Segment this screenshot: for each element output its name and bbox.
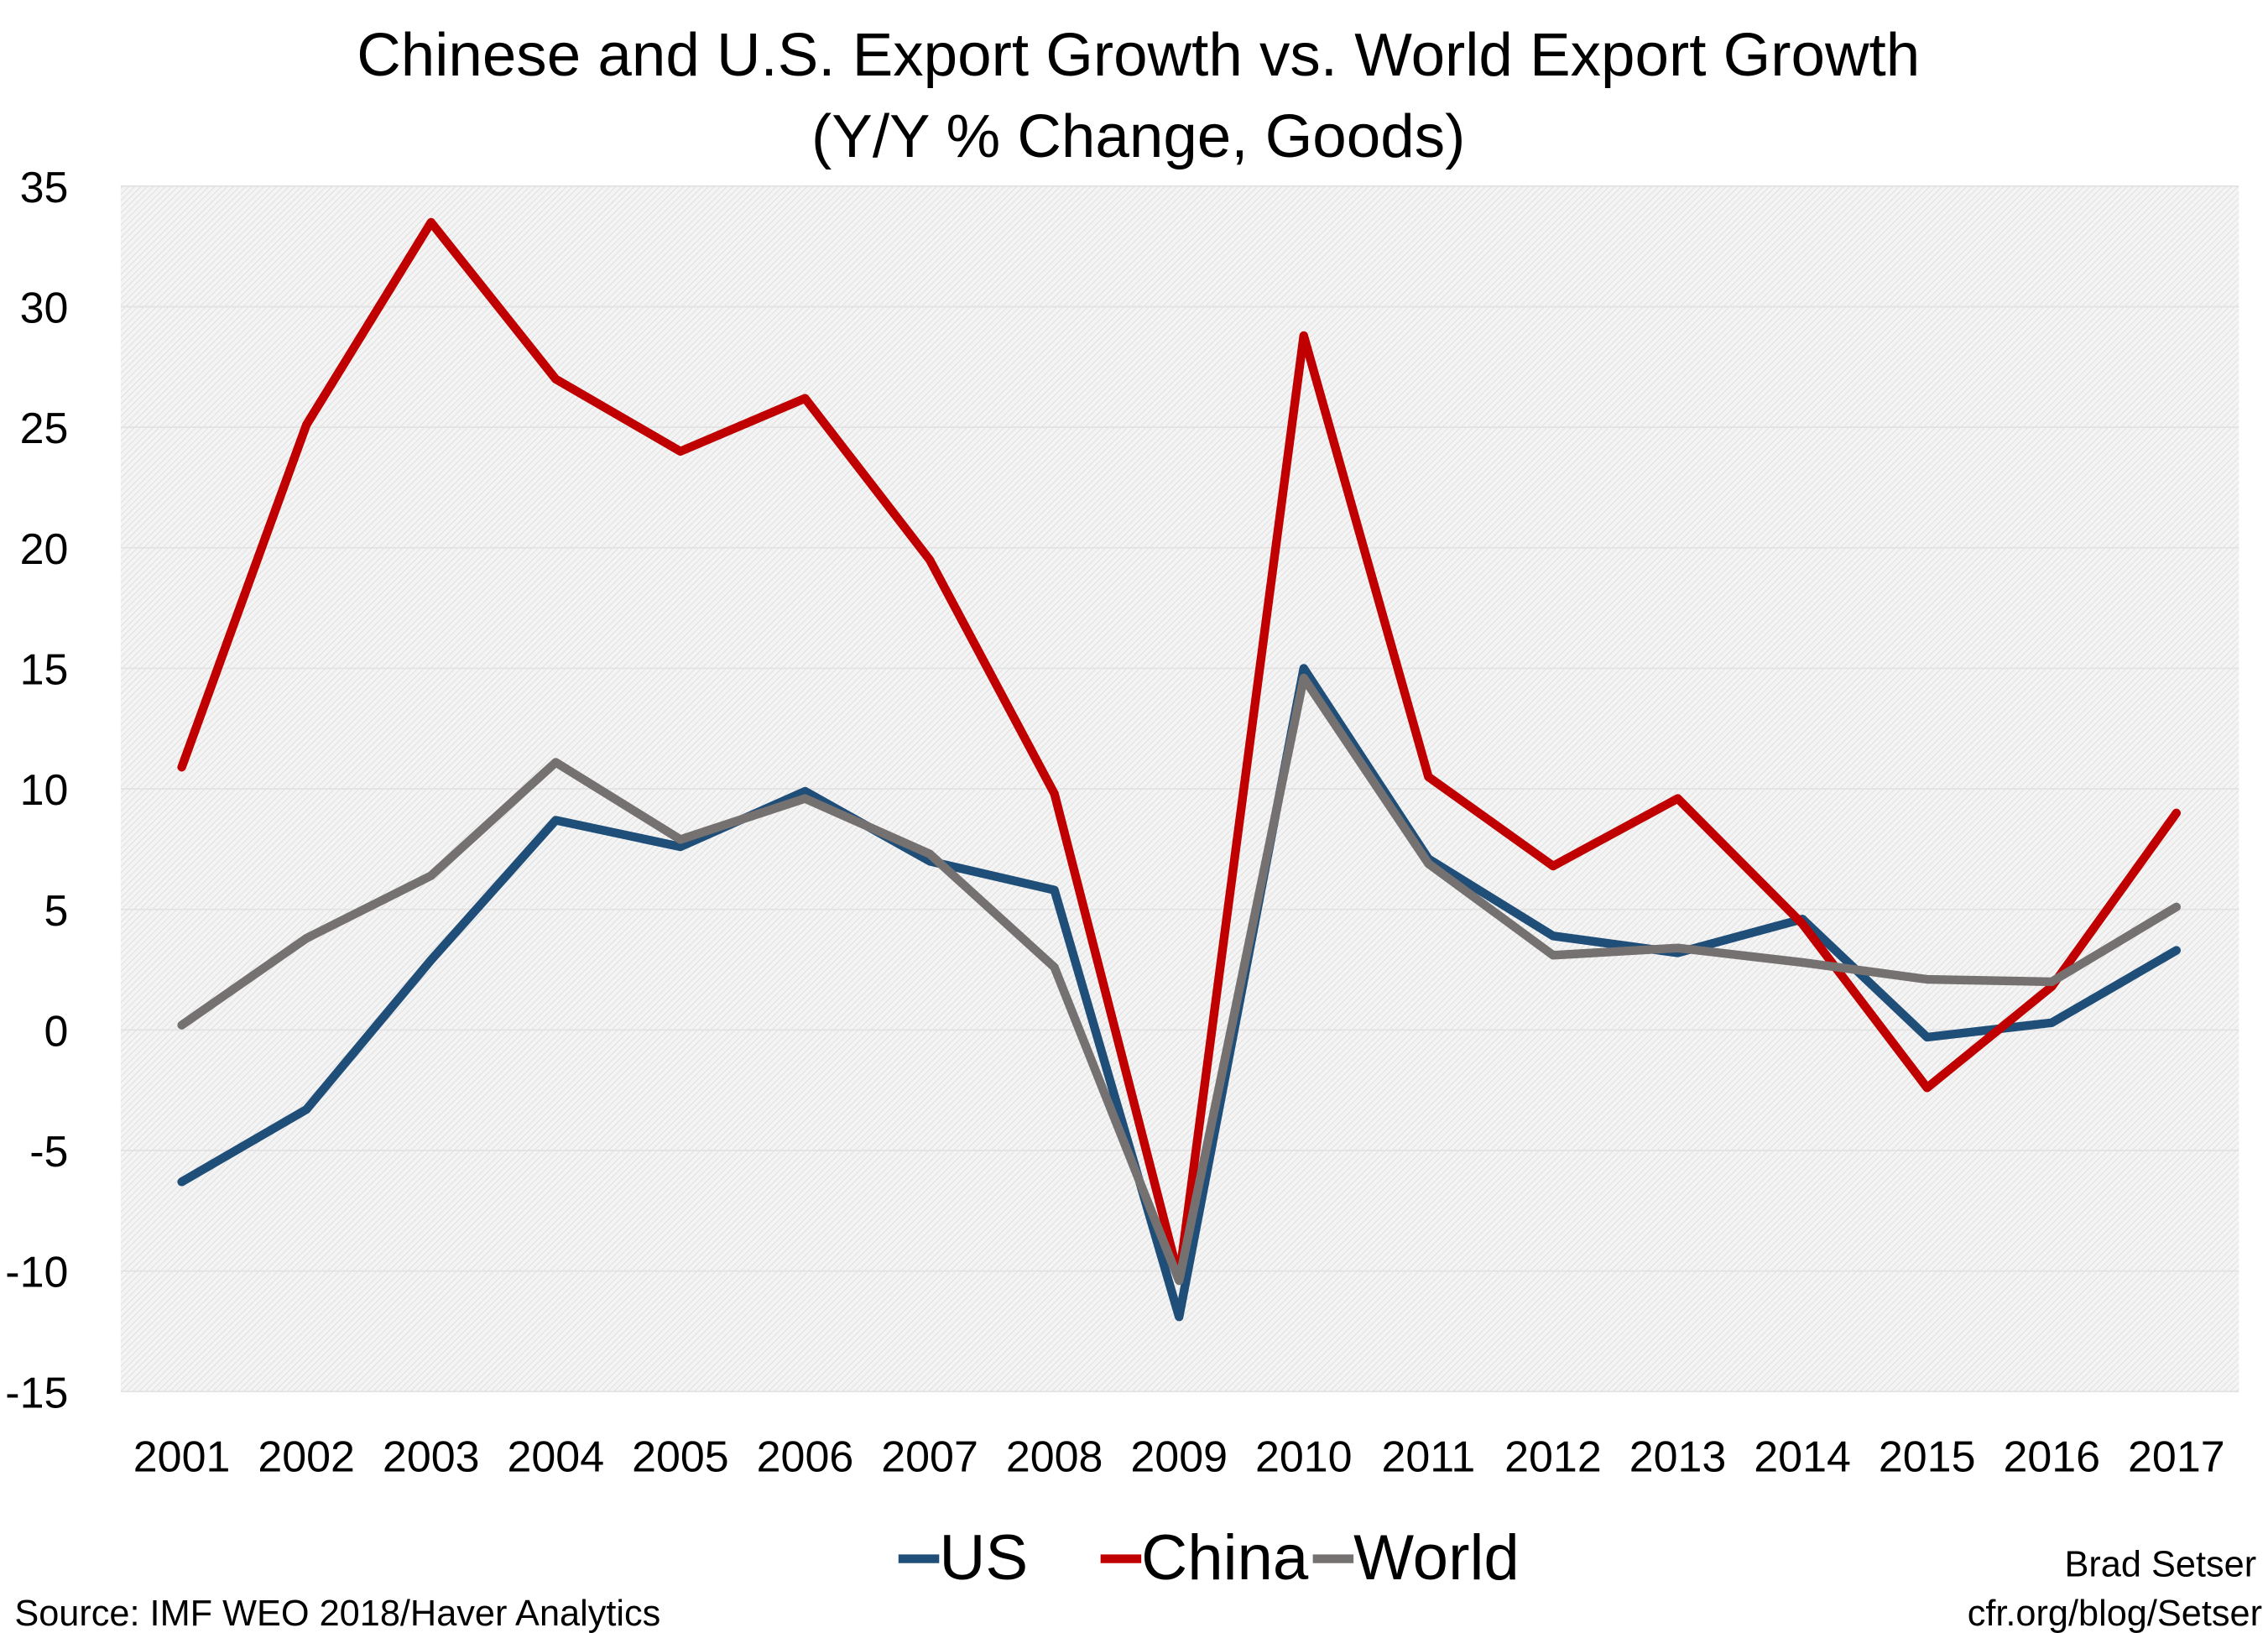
source-note: Source: IMF WEO 2018/Haver Analytics	[14, 1594, 660, 1633]
y-tick-label: 15	[20, 645, 69, 694]
author-name: Brad Setser	[2065, 1544, 2257, 1584]
x-tick-label: 2017	[2128, 1433, 2225, 1482]
series-world	[177, 673, 2182, 1286]
x-tick-label: 2003	[383, 1433, 480, 1482]
y-tick-label: 25	[20, 404, 69, 453]
legend-label: World	[1353, 1522, 1520, 1594]
legend-label: China	[1141, 1522, 1309, 1594]
y-tick-label: -5	[29, 1128, 68, 1176]
x-tick-label: 2001	[133, 1433, 231, 1482]
x-tick-label: 2016	[2003, 1433, 2100, 1482]
x-tick-label: 2009	[1130, 1433, 1228, 1482]
legend-item-world: World	[1312, 1522, 1520, 1594]
legend-item-us: US	[898, 1522, 1028, 1594]
author-website: cfr.org/blog/Setser	[1968, 1594, 2262, 1633]
x-tick-label: 2013	[1629, 1433, 1727, 1482]
x-tick-label: 2014	[1754, 1433, 1851, 1482]
chart-subtitle: (Y/Y % Change, Goods)	[811, 102, 1465, 170]
y-tick-label: 20	[20, 525, 69, 574]
x-tick-label: 2005	[632, 1433, 729, 1482]
y-tick-label: -15	[5, 1369, 68, 1417]
legend-item-china: China	[1100, 1522, 1309, 1594]
x-tick-label: 2006	[757, 1433, 854, 1482]
x-tick-label: 2007	[881, 1433, 978, 1482]
legend-label: US	[939, 1522, 1028, 1594]
y-tick-label: 35	[20, 164, 69, 212]
chart-title: Chinese and U.S. Export Growth vs. World…	[357, 21, 1920, 89]
y-tick-label: -10	[5, 1249, 68, 1297]
y-tick-label: 10	[20, 766, 69, 815]
x-tick-label: 2004	[508, 1433, 605, 1482]
y-tick-label: 0	[44, 1007, 69, 1056]
x-tick-label: 2015	[1879, 1433, 1976, 1482]
x-tick-label: 2008	[1006, 1433, 1103, 1482]
x-tick-label: 2012	[1504, 1433, 1602, 1482]
y-tick-label: 30	[20, 284, 69, 333]
x-tick-label: 2011	[1381, 1433, 1475, 1482]
x-tick-label: 2002	[258, 1433, 355, 1482]
x-tick-label: 2010	[1255, 1433, 1353, 1482]
y-tick-label: 5	[44, 887, 69, 936]
